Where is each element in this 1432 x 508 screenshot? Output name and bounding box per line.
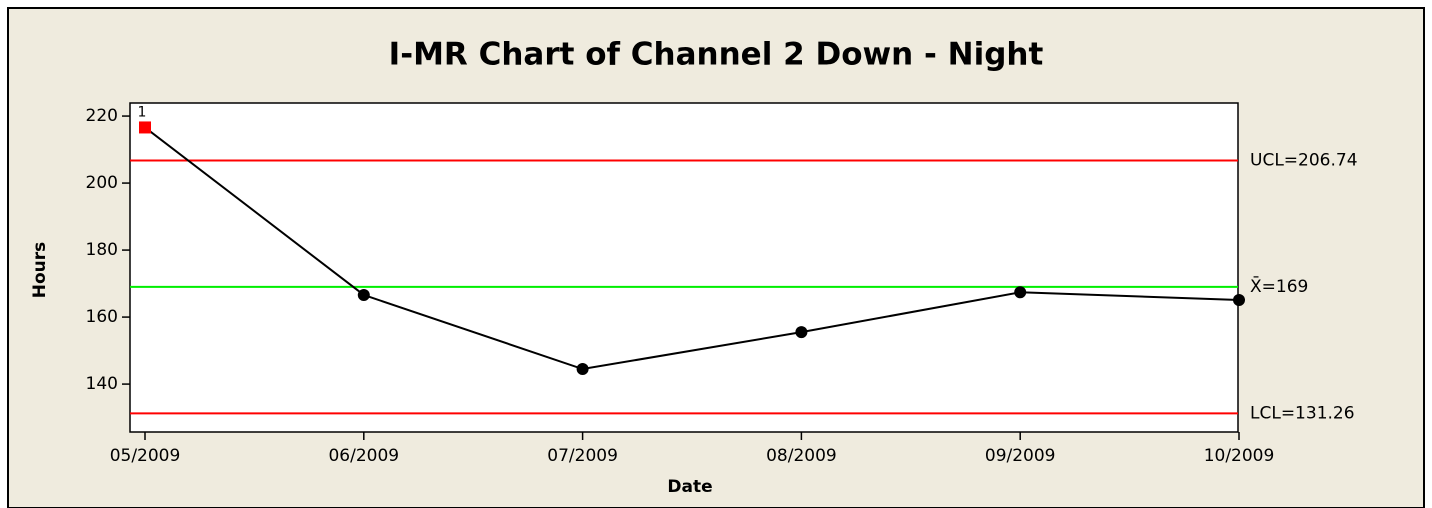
- data-point: [357, 288, 370, 301]
- y-tick-label: 180: [86, 240, 118, 260]
- series-line: [144, 126, 1240, 371]
- x-tick-label: 06/2009: [328, 446, 399, 466]
- y-tick-label: 220: [86, 106, 118, 126]
- data-point: [1233, 293, 1245, 306]
- control-line-label: UCL=206.74: [1250, 150, 1358, 170]
- flagged-point: [139, 121, 151, 134]
- plot-area: [129, 102, 1239, 433]
- y-tick-label: 140: [86, 374, 118, 394]
- x-tick-label: 10/2009: [1204, 446, 1275, 466]
- x-tick-label: 08/2009: [766, 446, 837, 466]
- data-point: [795, 326, 808, 339]
- x-axis-label: Date: [667, 477, 712, 497]
- data-point: [576, 363, 589, 376]
- control-line-label: LCL=131.26: [1250, 403, 1355, 423]
- point-label: 1: [138, 104, 147, 120]
- y-tick-label: 200: [86, 173, 118, 193]
- y-axis-label: Hours: [30, 242, 50, 299]
- control-line-label: X̄=169: [1250, 275, 1308, 297]
- x-tick-label: 07/2009: [547, 446, 618, 466]
- chart-title: I-MR Chart of Channel 2 Down - Night: [389, 37, 1044, 73]
- x-tick-label: 09/2009: [985, 446, 1056, 466]
- data-point: [1014, 286, 1027, 299]
- y-tick-label: 160: [86, 307, 118, 327]
- x-tick-label: 05/2009: [110, 446, 181, 466]
